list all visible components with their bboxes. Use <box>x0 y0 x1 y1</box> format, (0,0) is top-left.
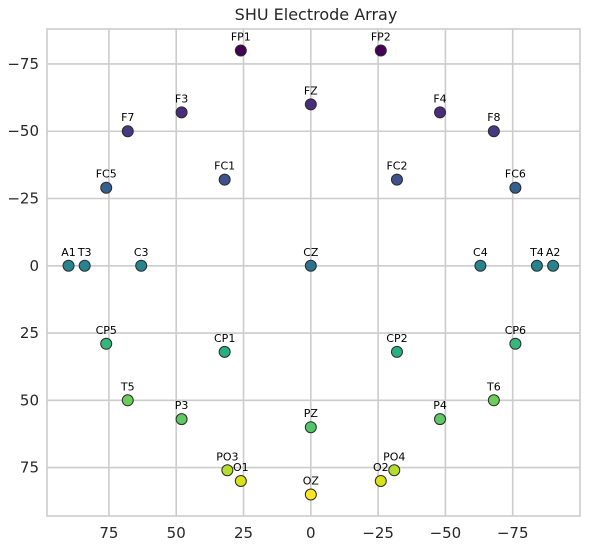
electrode-label-t5: T5 <box>120 380 135 393</box>
electrode-point-t5 <box>122 395 133 406</box>
y-tick-label: −25 <box>7 190 39 208</box>
y-tick-label: 75 <box>20 459 39 477</box>
electrode-label-fp2: FP2 <box>371 31 391 44</box>
electrode-label-a1: A1 <box>61 246 76 259</box>
electrode-point-t3 <box>79 260 90 271</box>
electrode-point-p3 <box>176 414 187 425</box>
electrode-label-a2: A2 <box>546 246 561 259</box>
electrode-label-cp2: CP2 <box>386 332 407 345</box>
electrode-point-oz <box>305 489 316 500</box>
y-tick-label: 25 <box>20 324 39 342</box>
chart-title: SHU Electrode Array <box>235 5 398 24</box>
electrode-point-fp1 <box>235 45 246 56</box>
electrode-point-o1 <box>235 476 246 487</box>
electrode-point-fc6 <box>510 182 521 193</box>
x-tick-label: −75 <box>497 524 529 542</box>
electrode-point-f3 <box>176 107 187 118</box>
y-axis-ticks: −75 −50 −25 0 25 50 75 <box>7 55 39 477</box>
electrode-point-c3 <box>136 260 147 271</box>
electrode-label-fz: FZ <box>304 84 318 97</box>
electrode-point-fc1 <box>219 174 230 185</box>
electrode-label-o2: O2 <box>373 461 389 474</box>
electrode-point-o2 <box>375 476 386 487</box>
electrode-point-cp1 <box>219 346 230 357</box>
electrode-label-fc6: FC6 <box>505 168 526 181</box>
electrode-label-f4: F4 <box>433 92 446 105</box>
electrode-label-o1: O1 <box>233 461 249 474</box>
electrode-point-po4 <box>389 465 400 476</box>
x-tick-label: 0 <box>306 524 316 542</box>
electrode-point-a1 <box>63 260 74 271</box>
electrode-point-cp5 <box>101 338 112 349</box>
electrode-label-fc5: FC5 <box>96 168 117 181</box>
electrode-label-t4: T4 <box>529 246 544 259</box>
x-tick-label: 25 <box>234 524 253 542</box>
x-tick-label: −50 <box>430 524 462 542</box>
electrode-point-t6 <box>488 395 499 406</box>
electrode-label-t6: T6 <box>486 380 501 393</box>
x-tick-label: −25 <box>362 524 394 542</box>
electrode-point-p4 <box>435 414 446 425</box>
electrode-label-cp1: CP1 <box>214 332 235 345</box>
electrode-point-fc5 <box>101 182 112 193</box>
x-tick-label: 75 <box>99 524 118 542</box>
electrode-label-f7: F7 <box>121 111 134 124</box>
electrode-point-a2 <box>548 260 559 271</box>
electrode-point-f7 <box>122 126 133 137</box>
y-tick-label: −50 <box>7 122 39 140</box>
y-tick-label: −75 <box>7 55 39 73</box>
electrode-label-f3: F3 <box>175 92 188 105</box>
electrode-point-fp2 <box>375 45 386 56</box>
electrode-label-t3: T3 <box>77 246 92 259</box>
electrode-point-cp2 <box>391 346 402 357</box>
electrode-label-pz: PZ <box>304 407 319 420</box>
electrode-point-fz <box>305 99 316 110</box>
electrode-point-cp6 <box>510 338 521 349</box>
electrode-label-c3: C3 <box>134 246 149 259</box>
y-tick-label: 0 <box>29 257 39 275</box>
electrode-label-p3: P3 <box>175 399 189 412</box>
electrode-point-f8 <box>488 126 499 137</box>
electrode-point-t4 <box>531 260 542 271</box>
electrode-label-p4: P4 <box>433 399 447 412</box>
electrode-label-f8: F8 <box>487 111 500 124</box>
electrode-label-oz: OZ <box>303 474 320 487</box>
electrode-point-f4 <box>435 107 446 118</box>
electrode-point-pz <box>305 422 316 433</box>
electrode-point-cz <box>305 260 316 271</box>
electrode-point-fc2 <box>391 174 402 185</box>
electrode-point-c4 <box>475 260 486 271</box>
electrode-label-fc1: FC1 <box>214 160 235 173</box>
x-axis-ticks: 75 50 25 0 −25 −50 −75 <box>99 524 528 542</box>
electrode-label-fp1: FP1 <box>231 31 251 44</box>
electrode-label-cp5: CP5 <box>96 324 117 337</box>
electrode-label-cp6: CP6 <box>505 324 526 337</box>
y-tick-label: 50 <box>20 391 39 409</box>
x-tick-label: 50 <box>167 524 186 542</box>
electrode-point-po3 <box>222 465 233 476</box>
electrode-label-c4: C4 <box>473 246 488 259</box>
electrode-label-fc2: FC2 <box>386 160 407 173</box>
electrode-label-cz: CZ <box>303 246 319 259</box>
